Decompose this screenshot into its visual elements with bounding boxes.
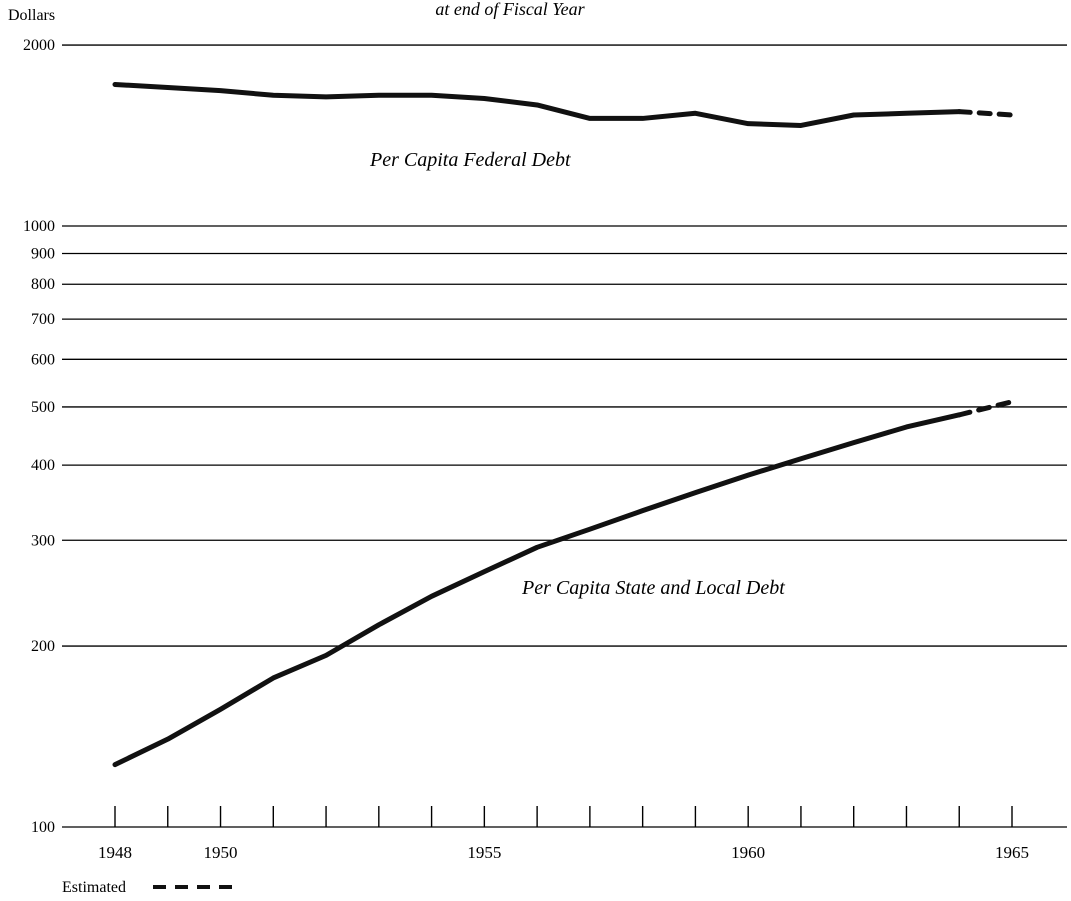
y-tick-label-900: 900 xyxy=(31,246,55,263)
y-tick-labels: 100 200 300 400 500 600 700 800 900 1000 2000 xyxy=(23,37,55,836)
legend-estimated-label: Estimated xyxy=(62,879,126,896)
y-axis-label: Dollars xyxy=(8,7,55,24)
y-tick-label-200: 200 xyxy=(31,638,55,655)
series-line-0 xyxy=(112,81,962,128)
series-lines xyxy=(112,81,1015,768)
y-tick-label-500: 500 xyxy=(31,399,55,416)
x-tick-label-1965: 1965 xyxy=(995,843,1029,862)
series-label-state-local: Per Capita State and Local Debt xyxy=(521,577,785,599)
series-line-1 xyxy=(112,412,962,768)
x-axis: 1948 1950 1955 1960 1965 xyxy=(98,806,1029,862)
x-tick-label-1950: 1950 xyxy=(204,843,238,862)
y-tick-label-700: 700 xyxy=(31,311,55,328)
y-tick-label-800: 800 xyxy=(31,276,55,293)
x-tick-label-1948: 1948 xyxy=(98,843,132,862)
series-label-federal: Per Capita Federal Debt xyxy=(369,149,571,171)
y-tick-label-300: 300 xyxy=(31,532,55,549)
y-tick-label-400: 400 xyxy=(31,457,55,474)
x-tick-label-1955: 1955 xyxy=(467,843,501,862)
y-tick-label-2000: 2000 xyxy=(23,37,55,54)
chart-title: at end of Fiscal Year xyxy=(435,0,585,19)
series-line-estimated-1 xyxy=(956,399,1015,418)
y-tick-label-600: 600 xyxy=(31,351,55,368)
series-line-estimated-0 xyxy=(956,109,1015,118)
gridlines xyxy=(62,44,1067,828)
x-tick-label-1960: 1960 xyxy=(731,843,765,862)
y-tick-label-100: 100 xyxy=(31,819,55,836)
y-tick-label-1000: 1000 xyxy=(23,218,55,235)
